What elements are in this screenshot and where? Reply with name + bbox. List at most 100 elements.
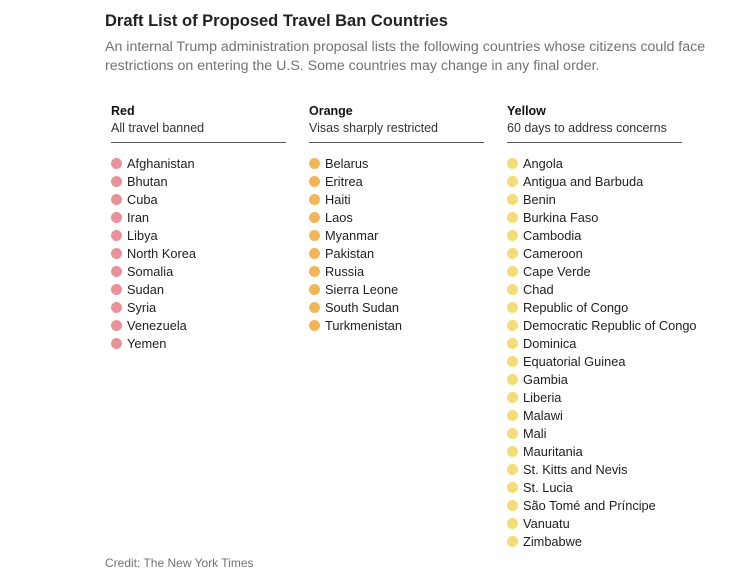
country-item: Sudan (111, 280, 286, 298)
country-name: Afghanistan (127, 155, 195, 171)
country-item: Belarus (309, 154, 484, 172)
dot-icon (111, 211, 122, 223)
dot-icon (507, 409, 518, 421)
country-item: Malawi (507, 406, 697, 424)
country-item: Myanmar (309, 226, 484, 244)
country-item: Burkina Faso (507, 208, 697, 226)
dot-icon (507, 499, 518, 511)
country-name: Myanmar (325, 227, 379, 243)
page-title: Draft List of Proposed Travel Ban Countr… (105, 12, 448, 30)
dot-icon (507, 355, 518, 367)
dot-icon (507, 481, 518, 493)
country-item: Iran (111, 208, 286, 226)
country-name: Sudan (127, 281, 165, 297)
dot-icon (111, 301, 122, 313)
dot-icon (507, 517, 518, 529)
country-item: São Tomé and Príncipe (507, 496, 697, 514)
country-list-red: Afghanistan Bhutan Cuba Iran Libya North Kore… (111, 154, 286, 352)
column-orange: Orange Visas sharply restricted Belarus E… (309, 104, 484, 334)
country-item: Democratic Republic of Congo (507, 316, 697, 334)
dot-icon (111, 175, 122, 187)
dot-icon (507, 391, 518, 403)
country-name: Angola (523, 155, 563, 171)
country-name: Chad (523, 281, 554, 297)
country-name: Syria (127, 299, 157, 315)
country-item: Somalia (111, 262, 286, 280)
country-name: North Korea (127, 245, 196, 261)
country-item: Equatorial Guinea (507, 352, 697, 370)
dot-icon (507, 283, 518, 295)
country-name: Belarus (325, 155, 369, 171)
dot-icon (309, 175, 320, 187)
dot-icon (111, 157, 122, 169)
country-name: Cambodia (523, 227, 582, 243)
country-name: Benin (523, 191, 556, 207)
country-item: Cambodia (507, 226, 697, 244)
dot-icon (507, 175, 518, 187)
country-name: Venezuela (127, 317, 187, 333)
country-name: Zimbabwe (523, 533, 583, 549)
country-name: Sierra Leone (325, 281, 399, 297)
column-description: 60 days to address concerns (507, 121, 667, 135)
country-name: Pakistan (325, 245, 375, 261)
column-divider (309, 142, 484, 143)
dot-icon (507, 211, 518, 223)
column-description: Visas sharply restricted (309, 121, 438, 135)
dot-icon (309, 247, 320, 259)
column-heading: Red (111, 104, 135, 118)
country-name: Turkmenistan (325, 317, 403, 333)
dot-icon (111, 337, 122, 349)
country-item: Syria (111, 298, 286, 316)
country-name: São Tomé and Príncipe (523, 497, 656, 513)
country-list-yellow: Angola Antigua and Barbuda Benin Burkina Fa… (507, 154, 697, 550)
country-name: Libya (127, 227, 158, 243)
country-item: Eritrea (309, 172, 484, 190)
country-item: Turkmenistan (309, 316, 484, 334)
dot-icon (507, 229, 518, 241)
country-name: St. Lucia (523, 479, 573, 495)
country-item: Gambia (507, 370, 697, 388)
country-name: Equatorial Guinea (523, 353, 626, 369)
country-item: North Korea (111, 244, 286, 262)
country-item: Mali (507, 424, 697, 442)
country-item: Afghanistan (111, 154, 286, 172)
country-name: Democratic Republic of Congo (523, 317, 697, 333)
column-red: Red All travel banned Afghanistan Bhutan C… (111, 104, 286, 352)
country-item: Libya (111, 226, 286, 244)
dot-icon (507, 301, 518, 313)
dot-icon (111, 247, 122, 259)
dot-icon (309, 265, 320, 277)
country-item: Antigua and Barbuda (507, 172, 697, 190)
dot-icon (309, 211, 320, 223)
dot-icon (507, 265, 518, 277)
dot-icon (507, 535, 518, 547)
country-item: Dominica (507, 334, 697, 352)
dot-icon (111, 319, 122, 331)
country-name: Mauritania (523, 443, 583, 459)
dot-icon (309, 229, 320, 241)
country-item: Republic of Congo (507, 298, 697, 316)
country-name: Cuba (127, 191, 158, 207)
dot-icon (507, 337, 518, 349)
dot-icon (309, 283, 320, 295)
country-item: Yemen (111, 334, 286, 352)
country-item: Vanuatu (507, 514, 697, 532)
country-name: Eritrea (325, 173, 363, 189)
country-name: Somalia (127, 263, 174, 279)
dot-icon (507, 463, 518, 475)
country-item: Cameroon (507, 244, 697, 262)
column-heading: Orange (309, 104, 353, 118)
dot-icon (111, 265, 122, 277)
country-name: Cameroon (523, 245, 583, 261)
country-name: Liberia (523, 389, 562, 405)
country-name: Bhutan (127, 173, 168, 189)
country-item: Laos (309, 208, 484, 226)
page-subtitle: An internal Trump administration proposa… (105, 39, 706, 74)
country-item: Zimbabwe (507, 532, 697, 550)
dot-icon (507, 373, 518, 385)
country-name: Haiti (325, 191, 351, 207)
country-name: Laos (325, 209, 353, 225)
dot-icon (507, 319, 518, 331)
country-name: South Sudan (325, 299, 400, 315)
country-name: Russia (325, 263, 365, 279)
